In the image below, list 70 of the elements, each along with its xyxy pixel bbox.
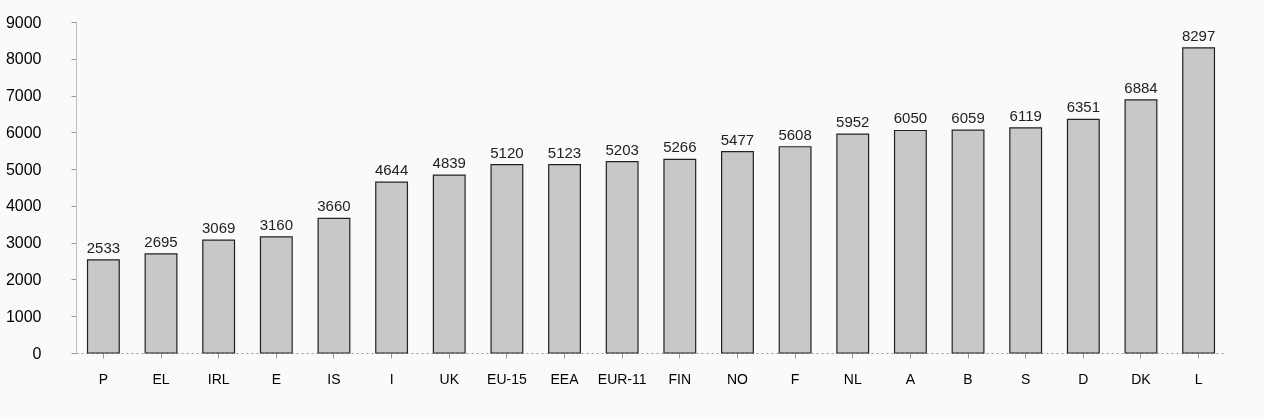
y-tick-label: 8000 — [5, 50, 42, 68]
bar — [1124, 99, 1158, 354]
bar — [663, 158, 697, 354]
bar — [778, 146, 812, 354]
data-label: 5120 — [490, 143, 524, 161]
x-tick-label: EUR-11 — [597, 370, 647, 387]
x-tick-label: E — [271, 370, 281, 387]
y-tick-label: 9000 — [5, 13, 42, 31]
y-tick-label: 3000 — [5, 234, 42, 252]
bar — [1066, 118, 1100, 354]
bar — [490, 164, 524, 354]
x-tick-label: IRL — [207, 370, 230, 387]
data-label: 2695 — [144, 232, 178, 250]
bar — [951, 129, 985, 354]
bar — [317, 217, 351, 354]
data-label: 3069 — [201, 219, 236, 237]
x-tick-label: FIN — [668, 370, 692, 387]
x-tick-label: NO — [726, 370, 749, 387]
x-tick-label: EEA — [550, 370, 580, 387]
y-tick-label: 2000 — [5, 270, 42, 288]
data-label: 3160 — [259, 215, 293, 233]
data-label: 3660 — [317, 197, 351, 215]
bar — [259, 236, 293, 354]
bar — [432, 174, 466, 354]
data-label: 6050 — [893, 109, 928, 127]
y-tick-label: 1000 — [5, 307, 42, 325]
data-label: 6884 — [1124, 78, 1158, 96]
y-tick-label: 4000 — [5, 197, 42, 215]
bar — [144, 253, 178, 354]
y-tick-label: 0 — [32, 344, 42, 362]
x-tick-label: L — [1194, 370, 1203, 387]
bar — [893, 129, 927, 354]
y-tick-label: 6000 — [5, 123, 42, 141]
bar — [548, 163, 581, 354]
bar — [605, 161, 639, 354]
x-tick-label: A — [905, 370, 916, 387]
data-label: 6351 — [1066, 98, 1101, 116]
x-tick-label: NL — [843, 370, 862, 387]
x-tick-label: EU-15 — [487, 370, 527, 387]
data-label: 2533 — [86, 238, 121, 256]
data-label: 5123 — [547, 143, 582, 161]
y-tick-label: 5000 — [5, 160, 42, 178]
data-label: 5266 — [663, 138, 697, 156]
bar — [836, 133, 870, 354]
data-label: 4839 — [432, 154, 466, 172]
data-label: 6119 — [1009, 106, 1042, 124]
data-label: 5608 — [778, 125, 812, 143]
data-label: 5203 — [605, 140, 639, 158]
bar — [86, 259, 120, 354]
data-label: 6059 — [951, 109, 985, 127]
x-tick-label: F — [790, 370, 800, 387]
x-tick-label: D — [1078, 370, 1089, 387]
data-label: 5952 — [836, 113, 870, 131]
data-label: 5477 — [720, 130, 755, 148]
x-tick-label: IS — [327, 370, 341, 387]
x-tick-label: I — [389, 370, 394, 387]
x-tick-label: S — [1021, 370, 1031, 387]
data-label: 8297 — [1181, 26, 1216, 44]
x-tick-label: EL — [152, 370, 170, 387]
data-label: 4644 — [374, 161, 409, 179]
bar — [721, 150, 754, 354]
x-tick-label: DK — [1131, 370, 1152, 387]
x-tick-label: P — [98, 370, 109, 387]
bar — [1182, 47, 1216, 354]
x-tick-label: UK — [439, 370, 460, 387]
bar — [375, 181, 409, 354]
x-tick-label: B — [963, 370, 973, 387]
y-tick-label: 7000 — [5, 87, 42, 105]
bar — [1009, 127, 1043, 354]
bar — [202, 239, 236, 354]
